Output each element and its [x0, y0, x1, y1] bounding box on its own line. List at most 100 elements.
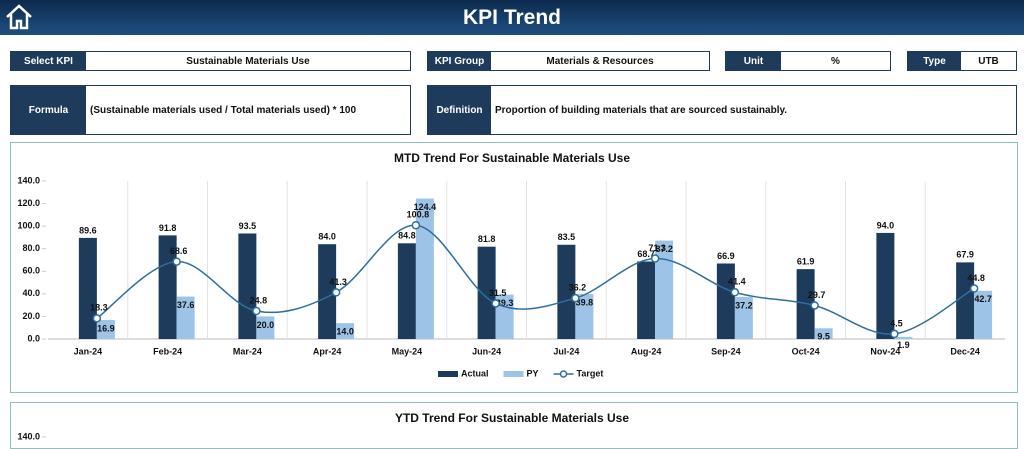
field-label: KPI Group: [428, 52, 491, 70]
bar: [336, 323, 355, 339]
data-label: 20.0: [257, 320, 275, 330]
data-label: 84.0: [318, 232, 336, 242]
bar: [734, 297, 753, 339]
legend-swatch: [438, 371, 458, 377]
data-label: 94.0: [877, 220, 895, 230]
field-value: UTB: [978, 55, 999, 67]
bar: [814, 328, 833, 339]
data-label: 100.8: [407, 210, 430, 220]
y-tick-label: 20.0: [22, 311, 40, 321]
data-label: 36.2: [569, 283, 587, 293]
data-label: 39.3: [496, 298, 514, 308]
field: Unit%: [725, 51, 891, 71]
data-label: 39.8: [576, 297, 594, 307]
bar: [894, 336, 913, 339]
bar: [655, 240, 674, 339]
field-label: Type: [908, 52, 961, 70]
header: KPI Trend: [0, 0, 1024, 35]
field-value[interactable]: Sustainable Materials Use: [186, 55, 310, 67]
bar: [716, 263, 735, 339]
data-label: 124.4: [414, 202, 437, 212]
data-label: 14.0: [336, 327, 354, 337]
data-label: 9.5: [817, 332, 830, 342]
data-label: 87.2: [655, 244, 673, 254]
y-tick-label: 140.0: [17, 431, 40, 441]
target-point: [650, 254, 660, 263]
field-value: Materials & Resources: [546, 55, 654, 67]
data-label: 71.3: [648, 243, 666, 253]
data-label: 81.8: [478, 234, 496, 244]
bar: [256, 316, 275, 339]
y-tick-label: 80.0: [22, 243, 40, 253]
data-label: 41.3: [329, 277, 347, 287]
target-point: [411, 220, 421, 230]
x-tick-label: Feb-24: [153, 346, 182, 356]
field-label: Select KPI: [11, 52, 86, 70]
data-label: 67.9: [956, 250, 974, 260]
data-label: 68.7: [637, 249, 655, 259]
bar: [974, 290, 993, 339]
data-label: 89.6: [79, 225, 97, 235]
data-label: 16.9: [97, 323, 115, 333]
target-point: [730, 288, 740, 297]
x-tick-label: Mar-24: [233, 346, 262, 356]
data-label: 66.9: [717, 251, 735, 261]
bar: [78, 237, 97, 339]
formula: Formula (Sustainable materials used / Tot…: [10, 85, 411, 135]
x-tick-label: Sep-24: [711, 346, 741, 356]
formula-value: (Sustainable materials used / Total mate…: [90, 104, 357, 116]
x-tick-label: Jun-24: [472, 346, 501, 356]
data-label: 42.7: [974, 294, 992, 304]
bar: [557, 244, 576, 339]
target-point: [172, 257, 181, 266]
bar: [397, 243, 416, 339]
bar: [318, 244, 337, 339]
target-point: [491, 299, 500, 308]
x-tick-label: Aug-24: [631, 346, 662, 356]
y-tick-label: 40.0: [22, 288, 40, 298]
home-icon[interactable]: [4, 2, 34, 32]
target-point: [92, 314, 102, 323]
legend-swatch: [559, 370, 568, 378]
field: Select KPI Sustainable Materials Use: [10, 51, 411, 71]
y-tick-label: 100.0: [17, 221, 40, 231]
target-line: [96, 224, 975, 335]
bar: [575, 294, 594, 339]
legend-swatch: [503, 371, 524, 377]
field: Type UTB: [907, 51, 1017, 71]
data-label: 93.5: [239, 221, 257, 231]
y-tick-label: 120.0: [17, 198, 40, 208]
data-label: 68.6: [170, 246, 188, 256]
bar: [637, 261, 656, 339]
data-label: 18.3: [90, 303, 108, 313]
definition-value: Proportion of building materials that ar…: [495, 104, 788, 116]
data-label: 91.8: [159, 223, 177, 233]
bar: [956, 262, 975, 339]
data-label: 61.9: [797, 257, 815, 267]
x-tick-label: Apr-24: [313, 346, 342, 356]
data-label: 29.7: [808, 290, 826, 300]
data-label: 84.8: [398, 231, 416, 241]
target-point: [969, 284, 979, 293]
y-tick-label: 60.0: [22, 266, 40, 276]
data-label: 44.8: [967, 273, 985, 283]
target-point: [810, 301, 819, 310]
x-tick-label: Dec-24: [950, 346, 980, 356]
legend-label: Actual: [461, 368, 489, 378]
x-tick-label: Nov-24: [870, 346, 900, 356]
target-point: [571, 293, 580, 303]
definition-label: Definition: [428, 86, 491, 134]
data-label: 37.6: [177, 300, 195, 310]
field: KPI Group Materials & Resources: [427, 51, 710, 71]
bar: [415, 198, 434, 339]
chart-title: MTD Trend For Sustainable Materials Use: [394, 151, 630, 165]
data-label: 83.5: [558, 232, 576, 242]
data-label: 4.5: [890, 318, 903, 328]
field-value: %: [831, 55, 840, 67]
mtd-panel: [10, 142, 1018, 393]
bar: [876, 232, 895, 339]
data-label: 24.8: [250, 295, 268, 305]
bar: [238, 233, 257, 339]
